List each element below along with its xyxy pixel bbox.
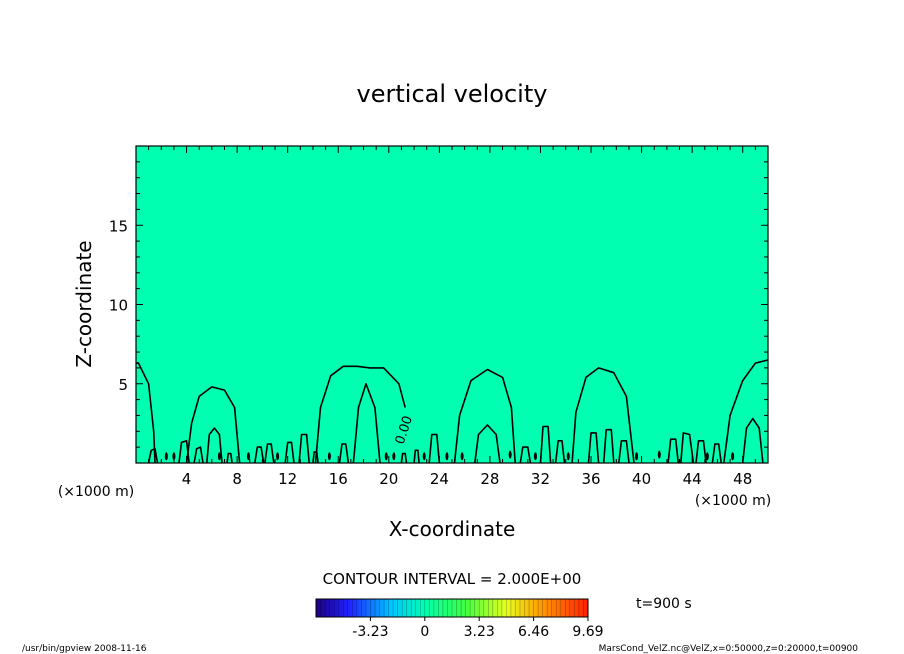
x-tick-label: 36 — [581, 470, 600, 488]
contour-inner — [284, 441, 295, 464]
contour-inner — [352, 382, 381, 464]
contour-spot — [460, 452, 464, 461]
x-tick-label: 4 — [182, 470, 192, 488]
contour-spot — [566, 452, 570, 461]
contour-inner — [264, 443, 275, 464]
contour-inner — [206, 427, 223, 464]
colorbar-tick-label: 3.23 — [464, 624, 495, 640]
contour-spot — [635, 452, 639, 461]
x-tick-label: 32 — [531, 470, 550, 488]
x-tick-label: 20 — [379, 470, 398, 488]
contour-inner — [554, 439, 566, 464]
contour-inner — [428, 433, 441, 464]
contour-spot — [172, 452, 176, 461]
contour-interval-label: CONTOUR INTERVAL = 2.000E+00 — [323, 570, 582, 588]
y-tick-label: 15 — [109, 217, 128, 235]
contour-inner — [147, 447, 159, 464]
colorbar-level-lines — [320, 599, 584, 617]
contour-inner — [618, 439, 630, 464]
contour-inner — [413, 449, 420, 464]
contour-spot — [246, 452, 250, 461]
x-tick-label: 44 — [683, 470, 702, 488]
x-tick-label: 24 — [430, 470, 449, 488]
contour-inner — [587, 432, 600, 464]
contour-spot — [217, 452, 221, 461]
contour-spot — [731, 452, 735, 461]
y-axis-ticks: 5 10 15 — [109, 145, 768, 464]
chart-title: vertical velocity — [357, 80, 548, 108]
contour-inner — [602, 428, 615, 464]
contour-spot — [657, 450, 661, 459]
colorbar-tick-label: 0 — [420, 624, 429, 640]
contour-inner — [519, 446, 532, 464]
x-unit-left: (×1000 m) — [58, 484, 134, 500]
contour-inner — [226, 452, 233, 464]
contour-spot — [533, 452, 537, 461]
contour-inner — [400, 452, 408, 464]
contour-inner — [667, 438, 680, 464]
contour-inner — [338, 443, 350, 464]
x-tick-label: 40 — [632, 470, 651, 488]
y-tick-label: 10 — [109, 297, 128, 315]
colorbar-tick-label: 6.46 — [518, 624, 549, 640]
x-tick-label: 16 — [329, 470, 348, 488]
contour-spot — [508, 450, 512, 459]
contour-inner — [312, 451, 319, 464]
x-unit-right: (×1000 m) — [695, 493, 771, 509]
contour-outer — [571, 367, 635, 464]
contour-inner — [474, 424, 501, 464]
contour-inner — [298, 433, 310, 464]
contour-spot — [445, 452, 449, 461]
footer-left: /usr/bin/gpview 2008-11-16 — [22, 644, 147, 654]
contour-inner — [539, 425, 552, 464]
contour-inner — [741, 417, 764, 464]
contour-lines — [136, 359, 769, 464]
x-axis-label: X-coordinate — [389, 517, 516, 541]
contour-spot — [705, 452, 709, 461]
plot-area — [136, 146, 768, 463]
contour-spot — [276, 452, 280, 461]
x-tick-label: 8 — [232, 470, 242, 488]
colorbar — [315, 598, 589, 618]
y-axis-label: Z-coordinate — [72, 240, 96, 367]
footer-right: MarsCond_VelZ.nc@VelZ,x=0:50000,z=0:2000… — [599, 644, 859, 654]
colorbar-tick-label: -3.23 — [352, 624, 388, 640]
contour-inner — [695, 439, 707, 464]
contour-spot — [327, 452, 331, 461]
contour-spot — [164, 452, 168, 461]
x-tick-label: 28 — [480, 470, 499, 488]
colorbar-ticks: -3.23 0 3.23 6.46 9.69 — [352, 617, 604, 640]
contour-outer — [723, 359, 769, 464]
contour-spot — [422, 452, 426, 461]
contour-inner — [680, 432, 695, 464]
contour-inner — [254, 446, 265, 464]
y-tick-label: 5 — [118, 376, 128, 394]
colorbar-tick-label: 9.69 — [572, 624, 603, 640]
time-label: t=900 s — [636, 596, 692, 612]
contour-outer — [453, 368, 516, 464]
contour-outer — [314, 365, 406, 464]
contour-spot — [392, 452, 396, 461]
x-tick-label: 12 — [278, 470, 297, 488]
contour-spot — [384, 452, 388, 461]
contour-outer — [185, 386, 241, 464]
contour-inner — [193, 446, 204, 464]
contour-inner — [178, 439, 190, 464]
x-tick-label: 48 — [733, 470, 752, 488]
x-axis-ticks: 4 8 12 16 20 24 28 32 36 40 44 48 — [135, 146, 769, 488]
contour-inner — [711, 443, 722, 464]
contour-outer — [136, 362, 156, 464]
